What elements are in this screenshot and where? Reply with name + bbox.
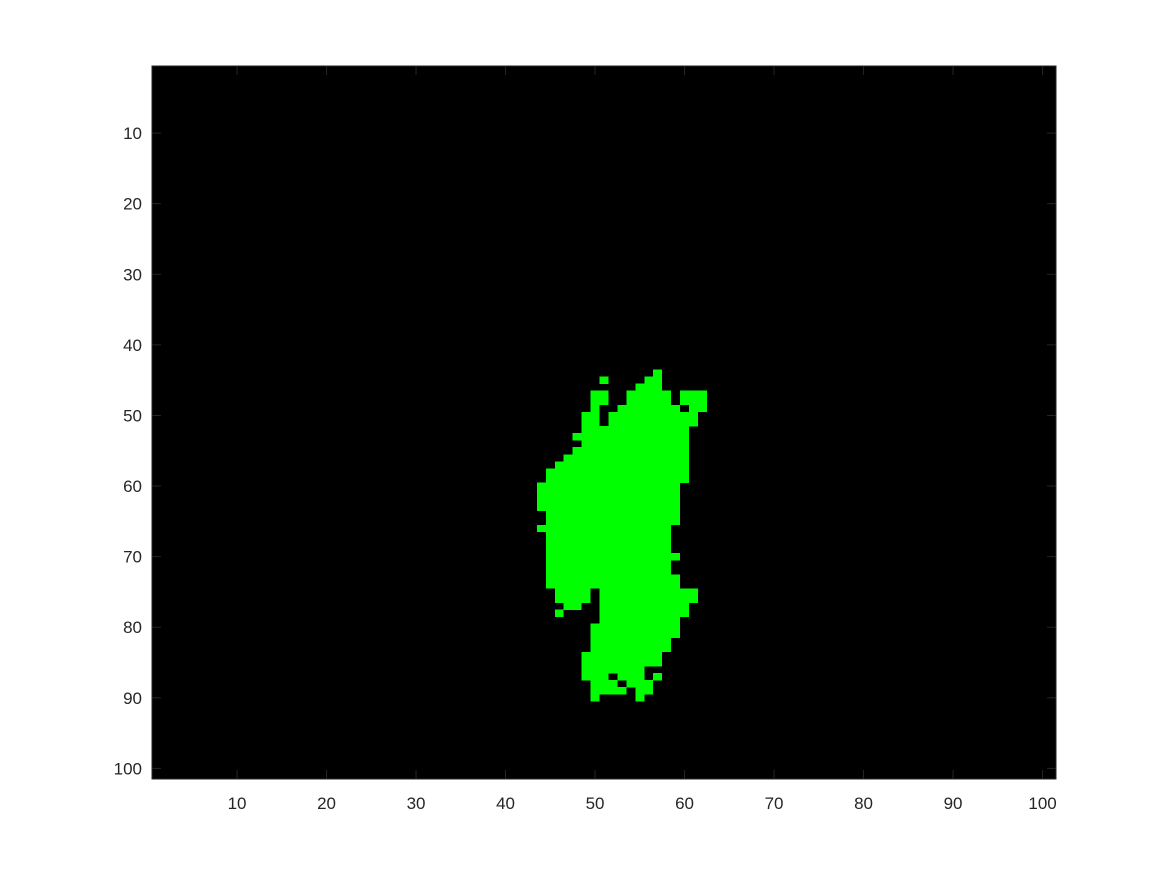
mask-cell-run	[563, 602, 582, 610]
mask-cell-run	[554, 595, 591, 603]
y-tick-label: 20	[123, 195, 142, 214]
mask-cell-run	[554, 609, 564, 617]
mask-cell-run	[590, 644, 672, 653]
y-tick-label: 40	[123, 336, 142, 355]
axes-frame	[151, 65, 1057, 780]
y-tick-label: 80	[123, 618, 142, 637]
mask-cell-run	[617, 404, 681, 413]
mask-cell-run	[581, 666, 645, 674]
mask-cell-run	[563, 454, 690, 462]
mask-cell-run	[554, 588, 591, 596]
x-tick-label: 60	[675, 794, 694, 813]
mask-cell-run	[545, 553, 681, 561]
mask-cell-run	[545, 531, 672, 540]
x-tick-label: 40	[496, 794, 515, 813]
mask-cell-run	[680, 390, 707, 399]
mask-cell-run	[536, 503, 681, 512]
y-tick-label: 50	[123, 406, 142, 425]
x-tick-label: 30	[407, 794, 426, 813]
mask-cell-run	[599, 588, 698, 596]
mask-cell-run	[554, 461, 690, 469]
y-tick-label: 10	[123, 124, 142, 143]
mask-cell-run	[590, 680, 618, 688]
mask-cell-run	[545, 517, 681, 526]
y-tick-label: 30	[123, 265, 142, 284]
mask-cell-run	[680, 397, 707, 406]
mask-cell-run	[581, 658, 663, 667]
mask-cell-run	[590, 687, 627, 695]
mask-cell-run	[581, 440, 690, 448]
mask-cell-run	[545, 546, 672, 554]
mask-cell-run	[653, 673, 663, 681]
mask-cell-run	[635, 687, 654, 695]
x-tick-label: 80	[854, 794, 873, 813]
mask-cell-run	[626, 397, 672, 406]
x-tick-label: 50	[586, 794, 605, 813]
mask-cell-run	[599, 602, 690, 610]
mask-cell-run	[581, 426, 690, 434]
mask-cell-run	[626, 680, 654, 688]
mask-cell-run	[545, 475, 690, 483]
mask-cell-run	[545, 468, 690, 476]
mask-cell-run	[590, 390, 609, 399]
mask-cell-run	[545, 538, 672, 547]
x-tick-label: 10	[228, 794, 247, 813]
x-tick-label: 20	[317, 794, 336, 813]
x-tick-label: 70	[765, 794, 784, 813]
mask-cell-run	[545, 560, 672, 568]
mask-cell-run	[689, 404, 707, 413]
mask-cell-run	[599, 376, 609, 384]
mask-cell-run	[599, 616, 681, 624]
mask-cell-run	[581, 651, 663, 660]
y-tick-label: 70	[123, 548, 142, 567]
mask-cell-run	[635, 383, 663, 392]
mask-cell-run	[536, 482, 681, 490]
mask-cell-run	[590, 404, 600, 413]
mask-cell-run	[536, 489, 681, 497]
mask-cell-run	[599, 609, 690, 617]
mask-cell-run	[581, 411, 600, 420]
mask-cell-run	[626, 390, 672, 399]
mask-cell-run	[590, 630, 681, 639]
mask-cell-run	[608, 411, 698, 420]
mask-cell-run	[599, 595, 698, 603]
mask-cell-run	[581, 418, 600, 427]
y-tick-label: 90	[123, 689, 142, 708]
mask-cell-run	[545, 581, 681, 589]
mask-cell-run	[572, 447, 690, 455]
mask-cell-run	[644, 376, 663, 384]
mask-cell-run	[590, 397, 609, 406]
mask-cell-run	[590, 694, 600, 702]
mask-cell-run	[653, 369, 663, 377]
mask-cell-run	[590, 637, 672, 646]
mask-cell-run	[545, 567, 672, 575]
mask-cell-run	[608, 418, 698, 427]
x-tick-label: 90	[944, 794, 963, 813]
mask-cell-run	[545, 510, 681, 519]
mask-cell-run	[536, 496, 681, 504]
mask-cell-run	[617, 673, 645, 681]
mask-cell-run	[572, 433, 690, 441]
x-tick-label: 100	[1028, 794, 1056, 813]
mask-cell-run	[581, 673, 609, 681]
mask-layer	[536, 369, 707, 702]
y-tick-label: 60	[123, 477, 142, 496]
mask-cell-run	[590, 623, 681, 632]
mask-cell-run	[545, 574, 681, 582]
mask-cell-run	[635, 694, 645, 702]
tick-layer: 10 20 30 40 50 60 70 80 90 100 10 20 30 40 50 60 70 80 90 1…	[114, 66, 1057, 813]
mask-cell-run	[536, 524, 672, 533]
y-tick-label: 100	[114, 759, 142, 778]
